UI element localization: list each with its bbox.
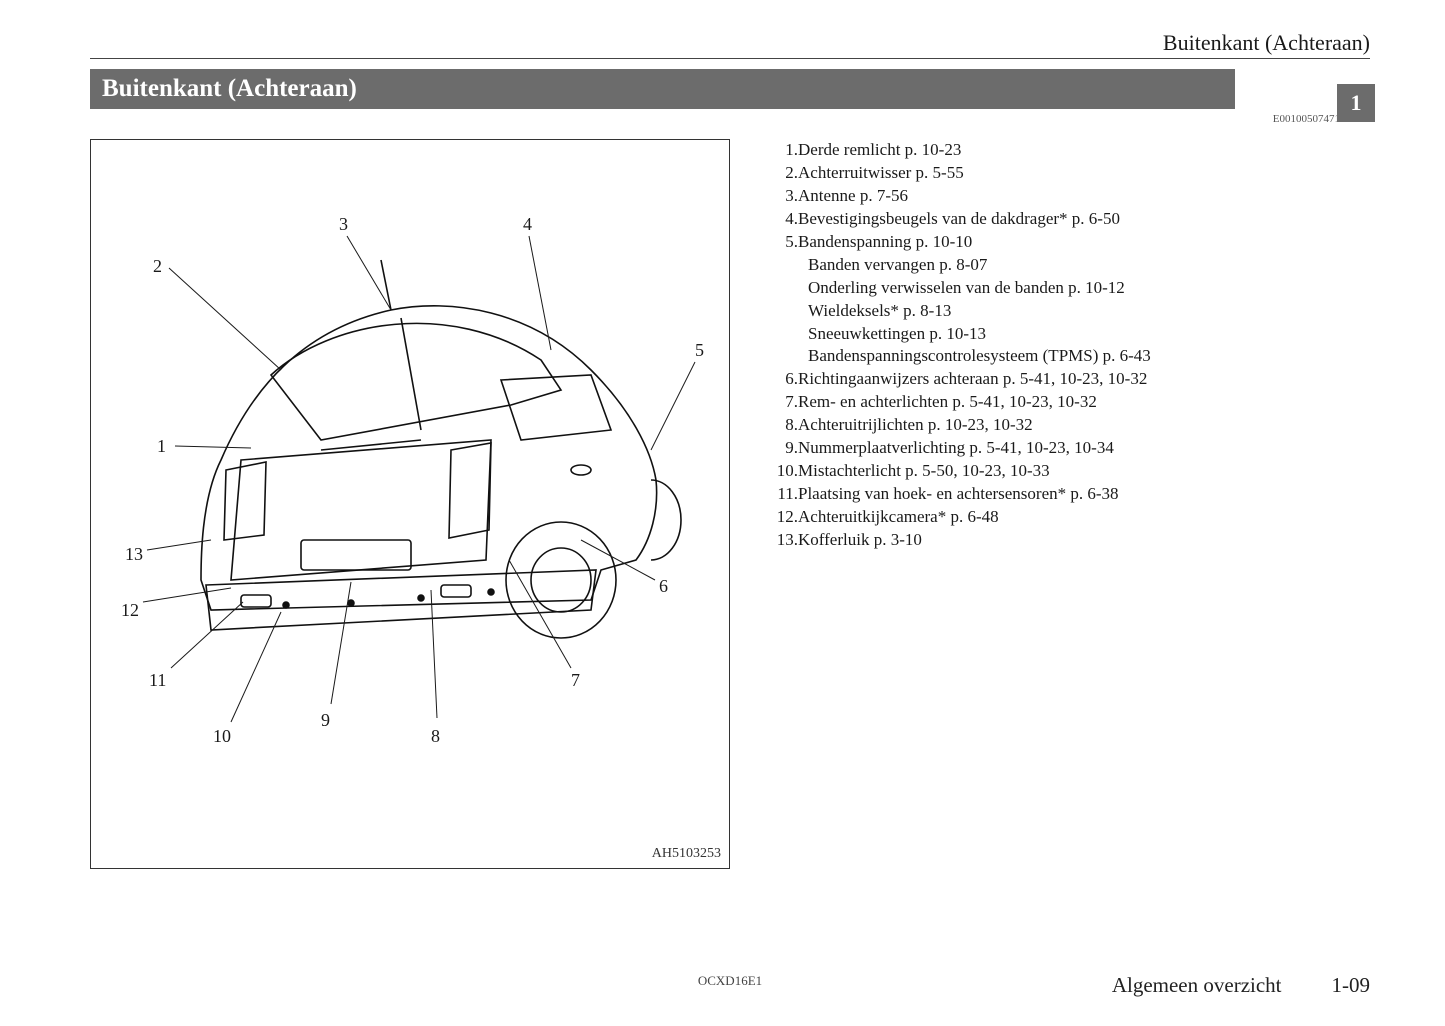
list-item-number: 1. [770,139,798,162]
list-item-number: 12. [770,506,798,529]
list-item-number: 6. [770,368,798,391]
callout-number: 1 [157,436,166,457]
list-item-text: Mistachterlicht p. 5-50, 10-23, 10-33 [798,460,1151,483]
callout-number: 4 [523,214,532,235]
list-subitem: Banden vervangen p. 8-07 [770,254,1151,277]
list-item-text: Derde remlicht p. 10-23 [798,139,1151,162]
list-subitem: Bandenspanningscontrolesysteem (TPMS) p.… [770,345,1151,368]
list-item: 3. Antenne p. 7-56 [770,185,1151,208]
list-item-number: 7. [770,391,798,414]
callout-number: 9 [321,710,330,731]
list-item-text: Antenne p. 7-56 [798,185,1151,208]
callout-number: 8 [431,726,440,747]
chapter-tab: 1 [1337,84,1375,122]
list-item: 12. Achteruitkijkcamera* p. 6-48 [770,506,1151,529]
footer-page-number: 1-09 [1332,973,1371,998]
list-item-number: 11. [770,483,798,506]
footer-section-name: Algemeen overzicht [1112,973,1282,998]
list-item-number: 13. [770,529,798,552]
list-item-text: Nummerplaatverlichting p. 5-41, 10-23, 1… [798,437,1151,460]
callout-number: 12 [121,600,139,621]
list-item: 6. Richtingaanwijzers achteraan p. 5-41,… [770,368,1151,391]
list-item: 11. Plaatsing van hoek- en achtersensore… [770,483,1151,506]
list-item-text: Rem- en achterlichten p. 5-41, 10-23, 10… [798,391,1151,414]
vehicle-diagram-svg [91,140,731,870]
callout-number: 13 [125,544,143,565]
page: Buitenkant (Achteraan) Buitenkant (Achte… [90,30,1370,869]
list-item-text: Achterruitwisser p. 5-55 [798,162,1151,185]
content-row: 12345678910111213 AH5103253 1. Derde rem… [90,139,1370,869]
section-title: Buitenkant (Achteraan) [102,75,357,102]
parts-list: 1. Derde remlicht p. 10-232. Achterruitw… [730,139,1151,869]
list-item: 2. Achterruitwisser p. 5-55 [770,162,1151,185]
callout-number: 3 [339,214,348,235]
list-item: 8. Achteruitrijlichten p. 10-23, 10-32 [770,414,1151,437]
list-item: 5. Bandenspanning p. 10-10 [770,231,1151,254]
reference-code: E00100507471 [90,113,1340,125]
list-item-text: Plaatsing van hoek- en achtersensoren* p… [798,483,1151,506]
list-item-text: Bevestigingsbeugels van de dakdrager* p.… [798,208,1151,231]
list-item-text: Achteruitkijkcamera* p. 6-48 [798,506,1151,529]
list-item-number: 10. [770,460,798,483]
list-item-number: 2. [770,162,798,185]
list-subitem: Sneeuwkettingen p. 10-13 [770,323,1151,346]
running-header-title: Buitenkant (Achteraan) [1163,30,1370,55]
diagram-frame: 12345678910111213 AH5103253 [90,139,730,869]
section-title-bar: Buitenkant (Achteraan) [90,69,1235,109]
list-item: 9. Nummerplaatverlichting p. 5-41, 10-23… [770,437,1151,460]
list-item-text: Achteruitrijlichten p. 10-23, 10-32 [798,414,1151,437]
callout-number: 6 [659,576,668,597]
callout-number: 10 [213,726,231,747]
callout-number: 5 [695,340,704,361]
list-item: 1. Derde remlicht p. 10-23 [770,139,1151,162]
list-item: 10. Mistachterlicht p. 5-50, 10-23, 10-3… [770,460,1151,483]
page-footer: OCXD16E1 Algemeen overzicht 1-09 [90,973,1370,998]
list-item-number: 8. [770,414,798,437]
list-item-number: 3. [770,185,798,208]
callout-number: 2 [153,256,162,277]
list-item-number: 5. [770,231,798,254]
footer-doc-code: OCXD16E1 [698,973,762,989]
diagram-code: AH5103253 [652,846,721,862]
list-subitem: Wieldeksels* p. 8-13 [770,300,1151,323]
running-header-rule: Buitenkant (Achteraan) [90,30,1370,59]
list-item-text: Kofferluik p. 3-10 [798,529,1151,552]
list-item: 7. Rem- en achterlichten p. 5-41, 10-23,… [770,391,1151,414]
list-item: 4. Bevestigingsbeugels van de dakdrager*… [770,208,1151,231]
callout-number: 11 [149,670,166,691]
list-item-number: 9. [770,437,798,460]
list-item-text: Bandenspanning p. 10-10 [798,231,1151,254]
callout-number: 7 [571,670,580,691]
list-subitem: Onderling verwisselen van de banden p. 1… [770,277,1151,300]
list-item-text: Richtingaanwijzers achteraan p. 5-41, 10… [798,368,1151,391]
list-item-number: 4. [770,208,798,231]
chapter-number: 1 [1351,90,1362,116]
list-item: 13. Kofferluik p. 3-10 [770,529,1151,552]
